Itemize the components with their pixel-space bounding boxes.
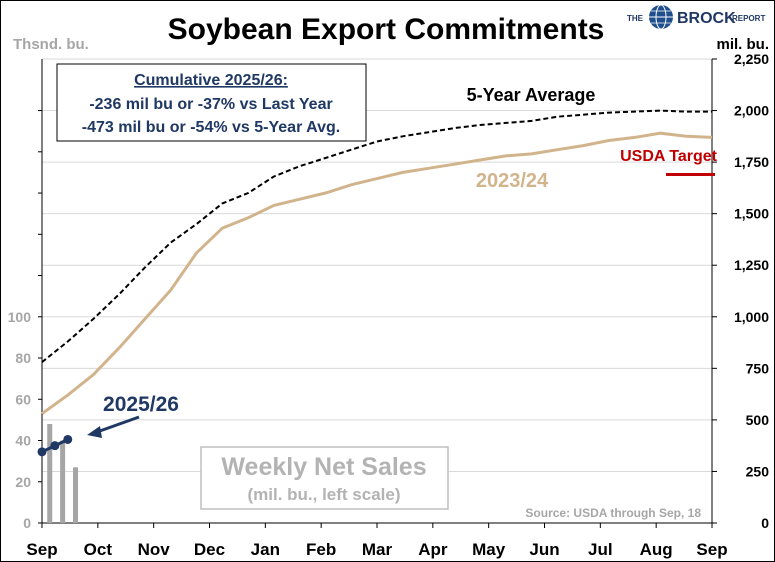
left-axis-unit: Thsnd. bu. bbox=[13, 36, 89, 53]
series-line-5-year-average bbox=[41, 109, 712, 363]
right-axis-unit: mil. bu. bbox=[717, 36, 770, 53]
five-year-average-label: 5-Year Average bbox=[467, 85, 596, 105]
x-tick-label: Oct bbox=[84, 540, 113, 559]
left-tick-label: 60 bbox=[15, 391, 31, 407]
weekly-net-sales-title: Weekly Net Sales bbox=[221, 453, 426, 481]
x-tick-label: Sep bbox=[696, 540, 727, 559]
annotation-line-1: -236 mil bu or -37% vs Last Year bbox=[89, 96, 332, 113]
right-tick-label: 250 bbox=[746, 463, 770, 479]
right-tick-label: 1,500 bbox=[734, 206, 769, 222]
series-point-2025-26 bbox=[50, 441, 60, 451]
series-2023-24-label: 2023/24 bbox=[476, 170, 549, 192]
brock-report-logo: THE BROCK REPORT bbox=[627, 4, 765, 30]
series-lines bbox=[37, 109, 715, 457]
x-tick-label: Jul bbox=[588, 540, 613, 559]
logo-brock-text: BROCK bbox=[677, 10, 736, 27]
left-tick-label: 100 bbox=[8, 309, 32, 325]
weekly-sales-bars bbox=[47, 424, 78, 523]
annotation-heading: Cumulative 2025/26: bbox=[134, 72, 288, 89]
weekly-sales-bar bbox=[47, 424, 53, 523]
axis-ticks: 0 250 500 750 1,000 1,250 1,500 1,750 2,000 2,250… bbox=[8, 51, 770, 559]
right-tick-label: 750 bbox=[746, 360, 770, 376]
series-2025-26-label: 2025/26 bbox=[103, 393, 179, 416]
gridlines bbox=[42, 58, 712, 472]
chart-title: Soybean Export Commitments bbox=[168, 13, 605, 46]
series-2025-26-arrow bbox=[87, 415, 140, 438]
right-tick-label: 2,250 bbox=[734, 51, 769, 67]
x-tick-label: Dec bbox=[194, 540, 225, 559]
x-tick-label: Aug bbox=[640, 540, 673, 559]
usda-target-label: USDA Target bbox=[620, 148, 718, 165]
weekly-net-sales-box: Weekly Net Sales (mil. bu., left scale) bbox=[200, 446, 449, 510]
weekly-sales-bar bbox=[60, 440, 66, 523]
series-point-2025-26 bbox=[37, 447, 47, 457]
right-tick-label: 1,750 bbox=[734, 154, 769, 170]
right-tick-label: 500 bbox=[746, 412, 770, 428]
annotation-line-2: -473 mil bu or -54% vs 5-Year Avg. bbox=[82, 119, 340, 136]
source-note: Source: USDA through Sep, 18 bbox=[525, 506, 701, 520]
right-tick-label: 0 bbox=[761, 515, 769, 531]
weekly-net-sales-subtitle: (mil. bu., left scale) bbox=[247, 485, 400, 504]
x-tick-label: Apr bbox=[418, 540, 448, 559]
series-line-2023-24 bbox=[41, 131, 713, 415]
right-tick-label: 1,000 bbox=[734, 309, 769, 325]
x-tick-label: Feb bbox=[306, 540, 336, 559]
right-tick-label: 2,000 bbox=[734, 103, 769, 119]
x-tick-label: Sep bbox=[26, 540, 57, 559]
x-tick-label: Nov bbox=[138, 540, 171, 559]
left-tick-label: 20 bbox=[15, 474, 31, 490]
cumulative-annotation-box: Cumulative 2025/26: -236 mil bu or -37% … bbox=[56, 63, 367, 142]
left-tick-label: 40 bbox=[15, 433, 31, 449]
series-point-2025-26 bbox=[63, 434, 73, 444]
globe-icon bbox=[649, 4, 673, 30]
x-tick-label: Jan bbox=[251, 540, 280, 559]
weekly-sales-bar bbox=[73, 467, 78, 523]
x-tick-label: Mar bbox=[362, 540, 393, 559]
right-tick-label: 1,250 bbox=[734, 257, 769, 273]
x-tick-label: Jun bbox=[529, 540, 559, 559]
logo-the-text: THE bbox=[627, 14, 644, 23]
left-tick-label: 80 bbox=[15, 350, 31, 366]
logo-report-text: REPORT bbox=[732, 14, 765, 23]
x-tick-label: May bbox=[472, 540, 506, 559]
left-tick-label: 0 bbox=[23, 515, 31, 531]
